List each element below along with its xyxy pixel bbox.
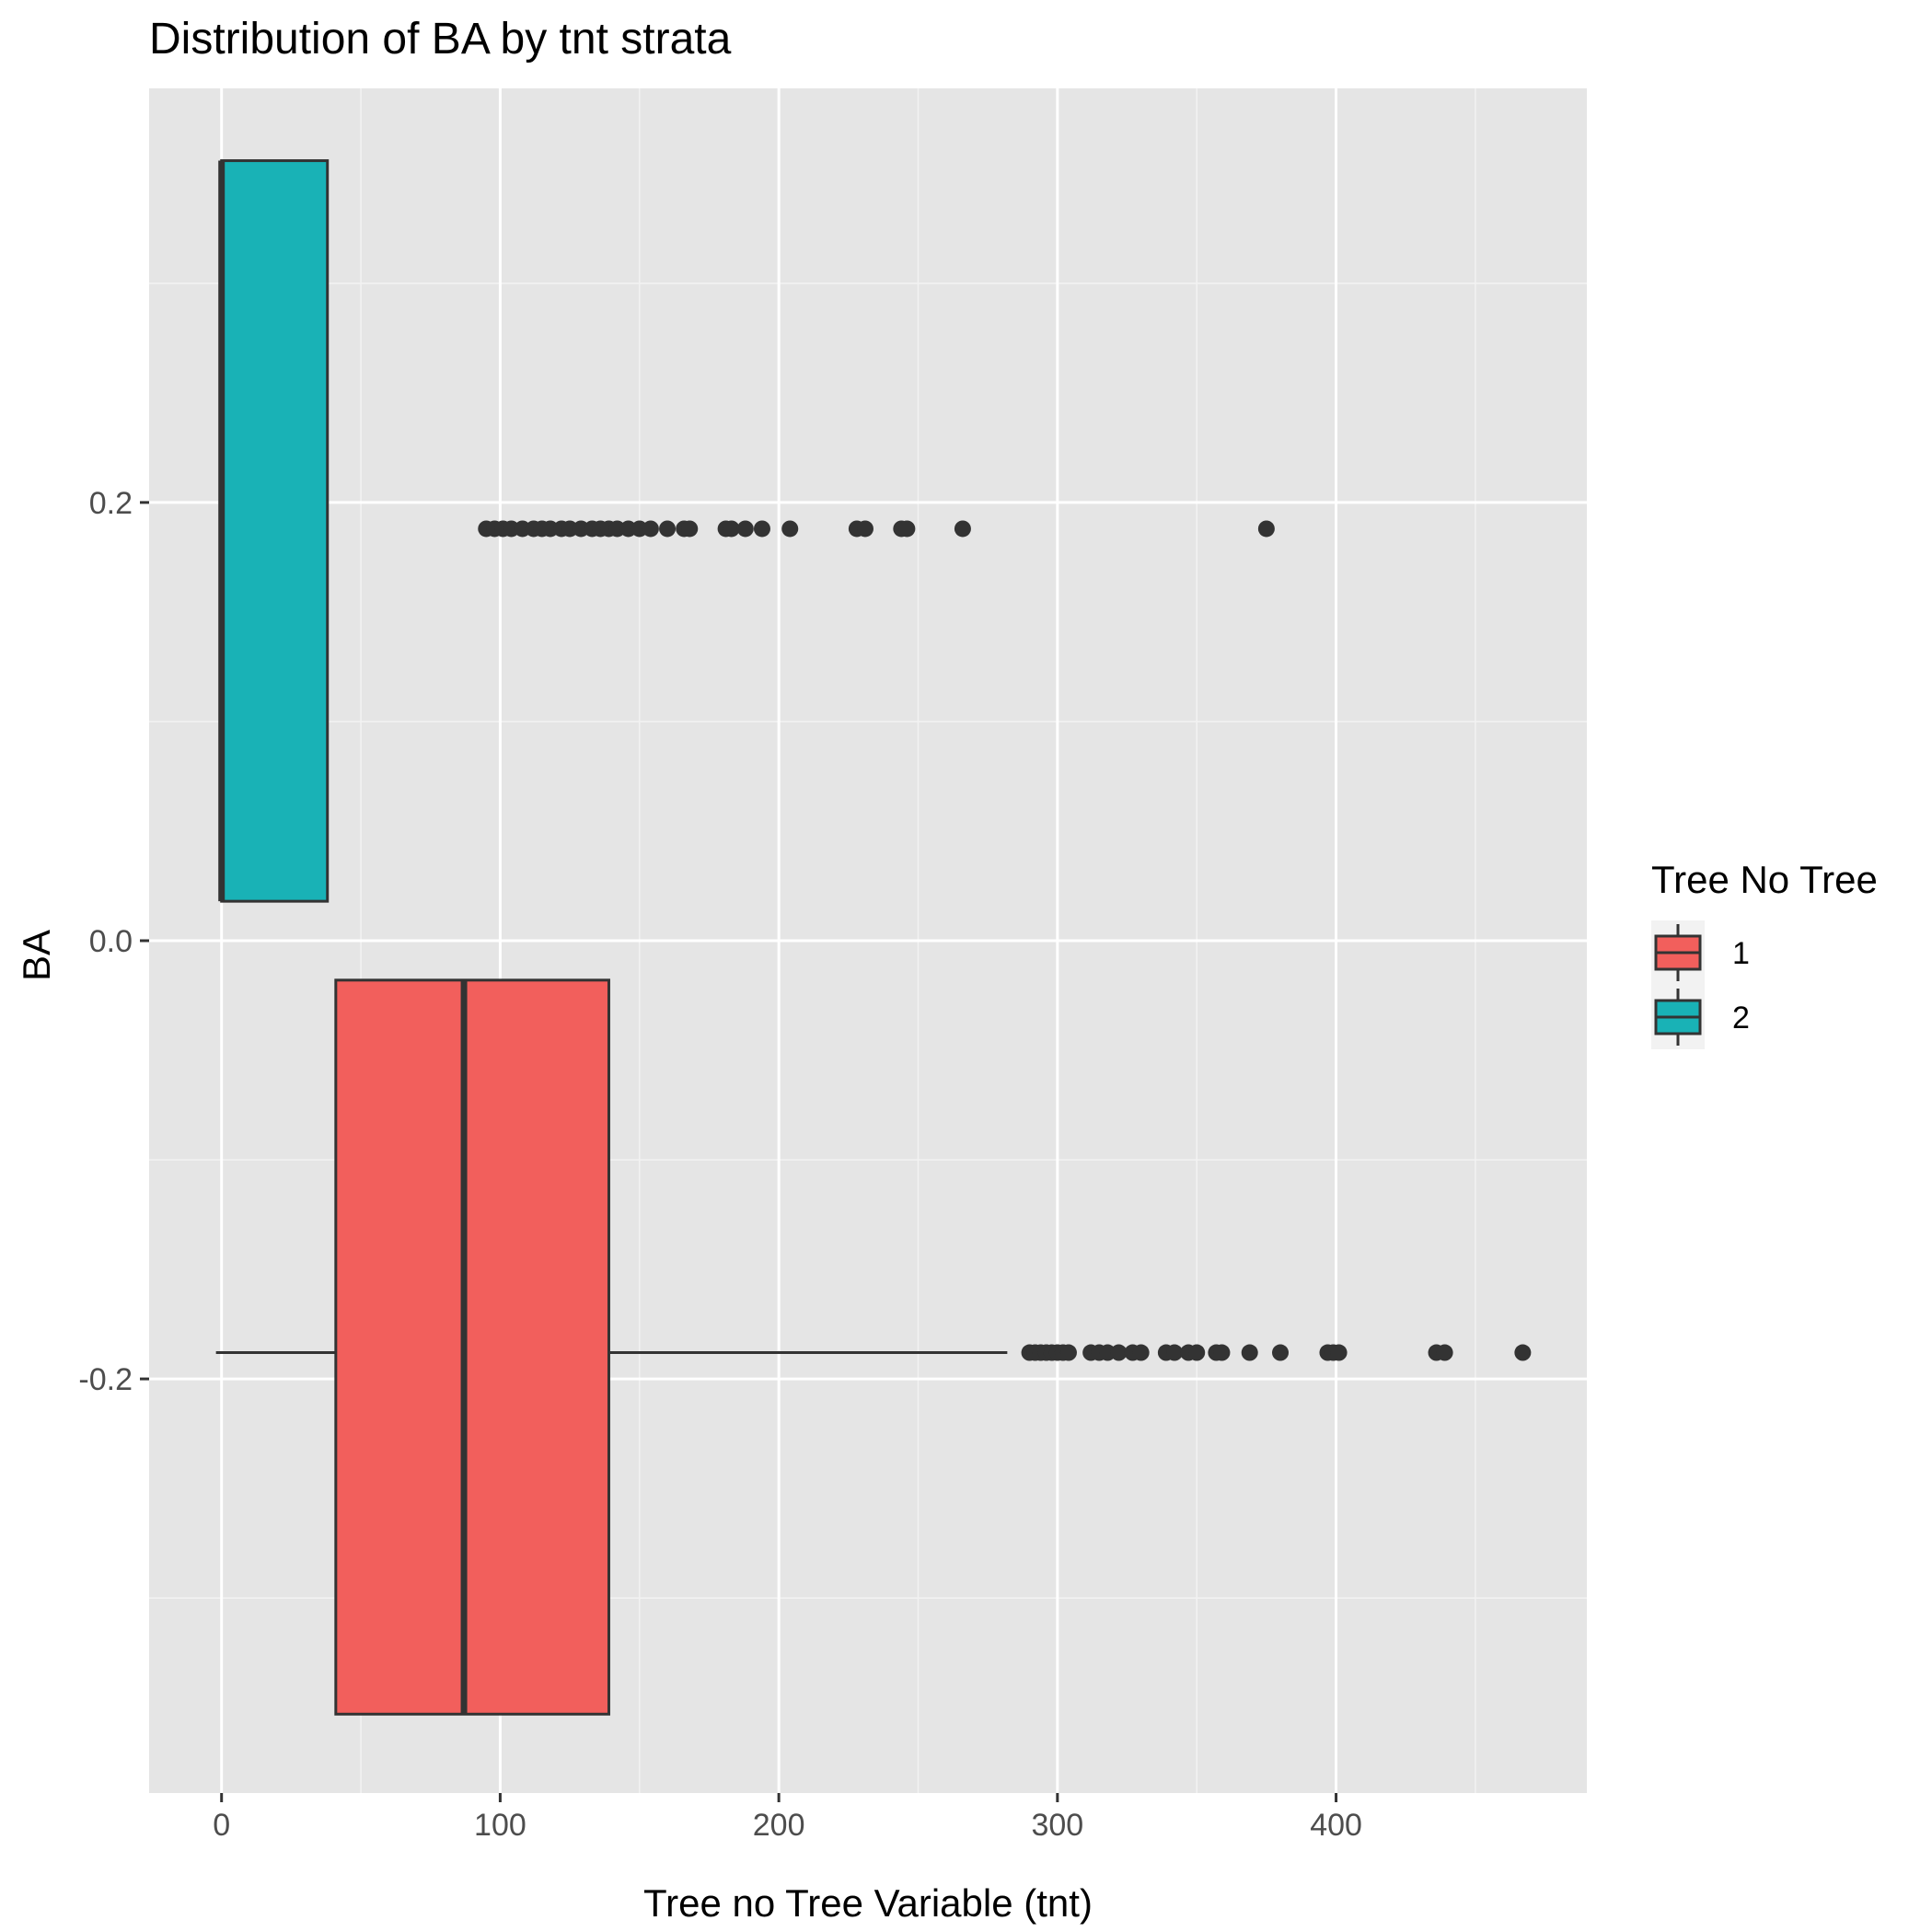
box-1 [334, 978, 610, 1716]
outlier-point-1 [1241, 1344, 1258, 1361]
y-tick-label: 0.2 [89, 486, 133, 521]
outlier-point-2 [659, 520, 677, 538]
outlier-point-1 [1436, 1344, 1453, 1361]
outlier-point-2 [856, 520, 873, 538]
box-2 [220, 159, 330, 903]
outlier-point-2 [723, 520, 740, 538]
outlier-point-2 [954, 520, 971, 538]
x-tick-label: 300 [1031, 1808, 1083, 1843]
box-series-2 [218, 159, 1275, 903]
outlier-point-1 [1059, 1344, 1077, 1361]
y-axis-label: BA [15, 930, 58, 981]
outlier-point-1 [1213, 1344, 1231, 1361]
x-tick-label: 200 [753, 1808, 805, 1843]
outlier-point-1 [1132, 1344, 1150, 1361]
outlier-point-1 [1110, 1344, 1128, 1361]
outlier-point-2 [753, 520, 770, 538]
legend-entry-label: 2 [1732, 1001, 1750, 1035]
outlier-point-2 [736, 520, 754, 538]
y-tick-label: 0.0 [89, 924, 133, 959]
legend-keys: 12 [1651, 920, 1750, 1049]
outlier-point-2 [1257, 520, 1275, 538]
x-axis-label: Tree no Tree Variable (tnt) [643, 1881, 1093, 1925]
legend-title: Tree No Tree [1651, 858, 1878, 901]
box-series [215, 159, 1532, 1716]
outlier-point-2 [642, 520, 659, 538]
outlier-point-1 [1272, 1344, 1290, 1361]
outlier-point-1 [1188, 1344, 1206, 1361]
legend-entry-2: 2 [1651, 985, 1750, 1049]
outlier-point-2 [898, 520, 916, 538]
outlier-point-1 [1330, 1344, 1348, 1361]
x-tick-label: 100 [474, 1808, 526, 1843]
axes: 0 100 200 300 400 -0.2 0.0 0.2 [78, 486, 1362, 1843]
box-series-1 [215, 978, 1532, 1716]
x-tick-label: 0 [213, 1808, 230, 1843]
y-tick-label: -0.2 [78, 1362, 133, 1397]
outlier-point-2 [781, 520, 799, 538]
outlier-point-1 [1514, 1344, 1532, 1361]
x-tick-label: 400 [1310, 1808, 1362, 1843]
legend: Tree No Tree 12 [1651, 858, 1878, 1049]
legend-entry-1: 1 [1651, 920, 1750, 985]
outlier-point-2 [681, 520, 699, 538]
outlier-point-1 [1165, 1344, 1183, 1361]
legend-entry-label: 1 [1732, 936, 1750, 971]
chart-title: Distribution of BA by tnt strata [149, 15, 732, 64]
